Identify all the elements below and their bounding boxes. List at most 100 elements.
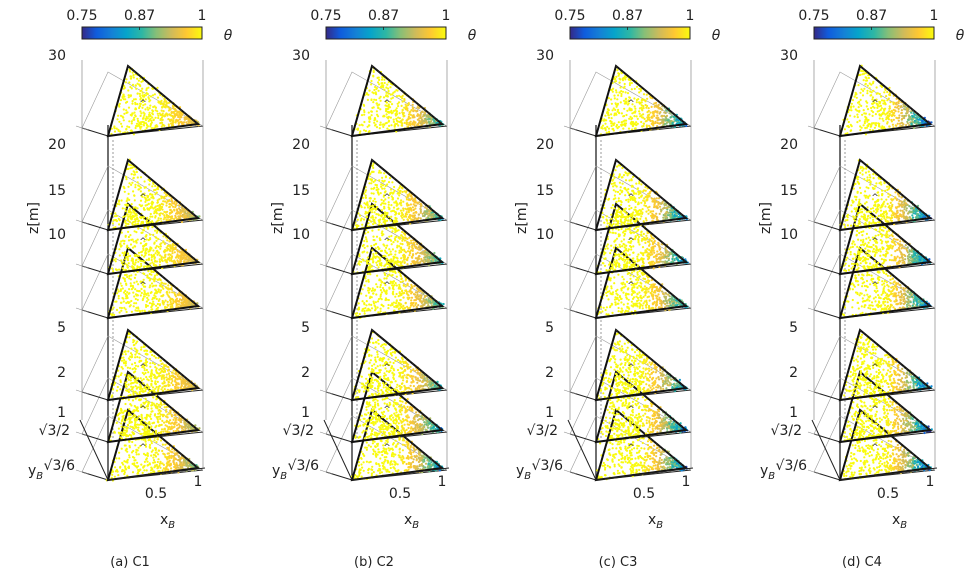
data-point xyxy=(119,99,123,102)
data-point xyxy=(140,421,143,424)
data-point xyxy=(127,230,130,233)
data-point xyxy=(134,84,137,87)
data-point xyxy=(403,365,406,368)
data-point xyxy=(400,406,404,410)
data-point xyxy=(402,379,405,382)
data-point xyxy=(138,430,141,433)
data-point xyxy=(420,462,423,466)
data-point xyxy=(133,116,136,119)
data-point xyxy=(127,378,130,381)
data-point xyxy=(114,212,117,215)
data-point xyxy=(127,185,130,188)
data-point xyxy=(133,276,136,279)
data-point xyxy=(132,390,135,393)
data-point xyxy=(148,208,151,211)
data-point xyxy=(122,414,125,417)
data-point xyxy=(152,233,155,236)
data-point xyxy=(147,371,150,374)
data-point xyxy=(384,458,387,461)
data-point xyxy=(126,213,129,216)
data-point xyxy=(126,427,129,430)
data-point xyxy=(164,299,167,302)
colorbar-label: θ xyxy=(224,28,233,44)
data-point xyxy=(162,235,165,238)
data-point xyxy=(382,428,385,431)
z-axis-label: z[m] xyxy=(26,202,42,234)
data-point xyxy=(130,284,133,287)
data-point xyxy=(173,208,176,211)
data-point xyxy=(139,398,142,401)
data-point xyxy=(142,116,145,119)
data-point xyxy=(166,216,170,219)
data-point xyxy=(170,377,173,381)
data-point xyxy=(137,251,141,254)
data-point xyxy=(131,83,135,86)
data-point xyxy=(148,218,151,221)
data-point xyxy=(371,376,374,379)
data-point xyxy=(159,102,162,105)
data-point xyxy=(173,251,176,254)
data-point xyxy=(137,260,140,263)
data-point xyxy=(394,356,397,359)
data-point xyxy=(363,387,366,390)
data-point xyxy=(147,463,150,467)
data-point xyxy=(146,216,149,219)
data-point xyxy=(164,467,167,470)
data-point xyxy=(184,211,187,214)
data-point xyxy=(363,437,366,440)
data-point xyxy=(424,462,428,465)
data-point xyxy=(370,354,373,357)
data-point xyxy=(144,303,148,307)
data-point xyxy=(157,412,160,415)
data-point xyxy=(395,275,398,278)
colorbar-tick-label: 0.75 xyxy=(310,8,341,24)
data-point xyxy=(136,117,139,120)
data-point xyxy=(143,345,146,348)
data-point xyxy=(174,466,177,469)
data-point xyxy=(128,407,131,411)
data-point xyxy=(159,279,162,282)
data-point xyxy=(127,466,130,469)
data-point xyxy=(138,203,141,206)
data-point xyxy=(152,461,155,464)
data-point xyxy=(376,365,379,368)
data-point xyxy=(154,229,157,232)
data-point xyxy=(382,430,385,433)
data-point xyxy=(131,216,134,219)
data-point xyxy=(149,215,152,218)
data-point xyxy=(171,448,174,451)
yb-axis-line xyxy=(79,419,109,481)
data-point xyxy=(151,185,154,188)
data-point xyxy=(151,215,154,218)
data-point xyxy=(392,377,395,381)
data-point xyxy=(149,278,152,281)
colorbar xyxy=(81,26,203,40)
data-point xyxy=(409,446,412,449)
data-point xyxy=(175,417,178,420)
data-point xyxy=(408,408,411,411)
data-point xyxy=(166,303,169,306)
data-point xyxy=(118,306,122,309)
data-point xyxy=(157,356,160,360)
data-point xyxy=(429,382,432,385)
data-point xyxy=(174,247,177,250)
data-point xyxy=(126,376,129,379)
data-point xyxy=(152,421,156,424)
data-point xyxy=(366,388,369,391)
data-point xyxy=(364,446,367,449)
data-point xyxy=(412,385,415,388)
data-point xyxy=(385,439,388,442)
data-point xyxy=(127,350,130,353)
data-point xyxy=(176,249,179,252)
data-point xyxy=(117,294,120,298)
data-point xyxy=(365,377,368,380)
data-point xyxy=(127,383,130,386)
data-point xyxy=(143,260,146,263)
data-point xyxy=(177,383,180,386)
data-point xyxy=(378,358,381,361)
data-point xyxy=(156,207,159,211)
data-point xyxy=(152,300,155,303)
data-point xyxy=(164,443,167,446)
data-point xyxy=(134,390,137,393)
z-tick-label: 5 xyxy=(301,320,310,336)
